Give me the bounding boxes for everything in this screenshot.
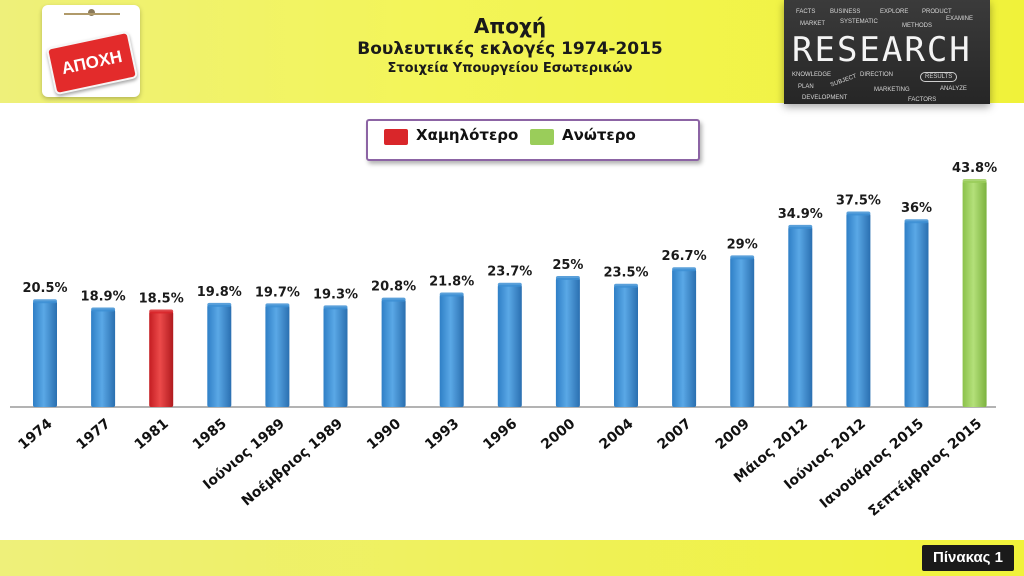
research-word: DEVELOPMENT [802,95,848,101]
bar [149,311,174,407]
bar [904,221,929,407]
data-label: 43.8% [952,161,997,176]
research-word: FACTORS [908,97,937,103]
bar [381,299,406,407]
legend-swatch-low [384,129,408,145]
bar [962,181,987,407]
legend-label-low: Χαμηλότερο [416,126,519,144]
x-tick-label: 1993 [422,416,462,453]
bar-cap [962,179,987,183]
bar-cap [381,297,406,302]
data-label: 21.8% [429,275,474,290]
data-label: 20.8% [371,280,416,295]
research-image: FACTS BUSINESS EXPLORE PRODUCT MARKET SY… [784,0,990,104]
research-word: KNOWLEDGE [792,72,832,78]
data-label: 18.5% [139,292,184,307]
data-label: 18.9% [81,289,126,304]
research-word: METHODS [902,23,932,29]
bar-cap [614,283,638,288]
bar [730,257,755,407]
x-tick-label: 1996 [480,416,520,453]
research-word: BUSINESS [830,9,861,15]
bar [497,284,522,407]
research-word: MARKETING [874,87,910,93]
x-tick-label: Ιανουάριος 2015 [817,416,927,512]
bar-cap [91,307,116,312]
page-title: Αποχή [473,14,547,38]
bar [788,226,813,407]
bar-cap [439,292,464,297]
bar-cap [846,211,871,216]
research-word: EXAMINE [946,16,974,22]
data-label: 36% [901,201,932,216]
research-title: RESEARCH [792,30,972,70]
bar [323,307,348,407]
data-label: 19.7% [255,285,300,300]
bar-cap [149,309,174,314]
bar-cap [788,224,813,229]
research-word: RESULTS [920,72,958,82]
page-subtitle: Βουλευτικές εκλογές 1974-2015 [357,39,663,59]
research-word: MARKET [800,21,826,27]
chart-legend: Χαμηλότερο Ανώτερο [366,119,700,161]
data-label: 34.9% [778,207,823,222]
bar [555,278,580,407]
data-label: 23.5% [603,266,648,281]
bar-cap [672,267,697,272]
data-source: Στοιχεία Υπουργείου Εσωτερικών [387,61,633,76]
x-tick-label: 1977 [74,416,114,453]
research-word: PLAN [798,84,814,90]
bar-chart: 20.5% 1974 18.9% 1977 18.5% 1981 19.8% 1985 19.7… [10,161,997,520]
nail-icon [88,9,95,16]
bar [439,294,464,407]
page-label: Πίνακας 1 [922,545,1014,571]
sign-string [64,13,120,49]
bar-cap [265,303,290,308]
bar [207,304,232,407]
title-block: Αποχή Βουλευτικές εκλογές 1974-2015 Στοι… [250,14,770,78]
x-tick-label: Νοέμβριος 1989 [239,416,346,510]
x-tick-label: 2009 [713,416,753,453]
bar-cap [33,299,57,304]
legend-label-high: Ανώτερο [562,126,636,144]
data-label: 19.3% [313,287,358,302]
x-tick-label: 2000 [538,416,578,453]
research-word: ANALYZE [940,86,967,92]
research-word: DIRECTION [860,72,893,78]
bar-cap [323,305,348,310]
x-tick-label: 1974 [15,416,55,453]
data-label: 19.8% [197,285,242,300]
x-tick-label: 2007 [655,416,695,453]
footer-band [0,540,1024,576]
bar [614,285,638,407]
bar-cap [555,276,580,281]
research-word: SYSTEMATIC [840,19,878,25]
data-label: 29% [727,237,758,252]
data-label: 26.7% [662,249,707,264]
x-tick-label: Σεπτέμβριος 2015 [866,416,986,520]
bar-cap [497,282,522,287]
bar [846,213,871,407]
x-tick-label: 2004 [596,416,636,453]
x-tick-label: 1981 [132,416,172,453]
bar-cap [730,255,755,260]
data-label: 20.5% [22,281,67,296]
logo: ΑΠΟΧΗ [42,5,140,97]
bar [265,305,290,407]
x-tick-label: 1985 [190,416,230,453]
research-word: PRODUCT [922,9,952,15]
data-label: 23.7% [487,265,532,280]
data-label: 37.5% [836,194,881,209]
bar-cap [207,302,232,307]
data-label: 25% [552,258,583,273]
research-word: EXPLORE [880,9,909,15]
bar [33,301,57,407]
research-word: FACTS [796,9,816,15]
bar [672,269,697,407]
legend-swatch-high [530,129,554,145]
bar-cap [904,219,929,224]
x-tick-label: 1990 [364,416,404,453]
bar [91,309,116,407]
